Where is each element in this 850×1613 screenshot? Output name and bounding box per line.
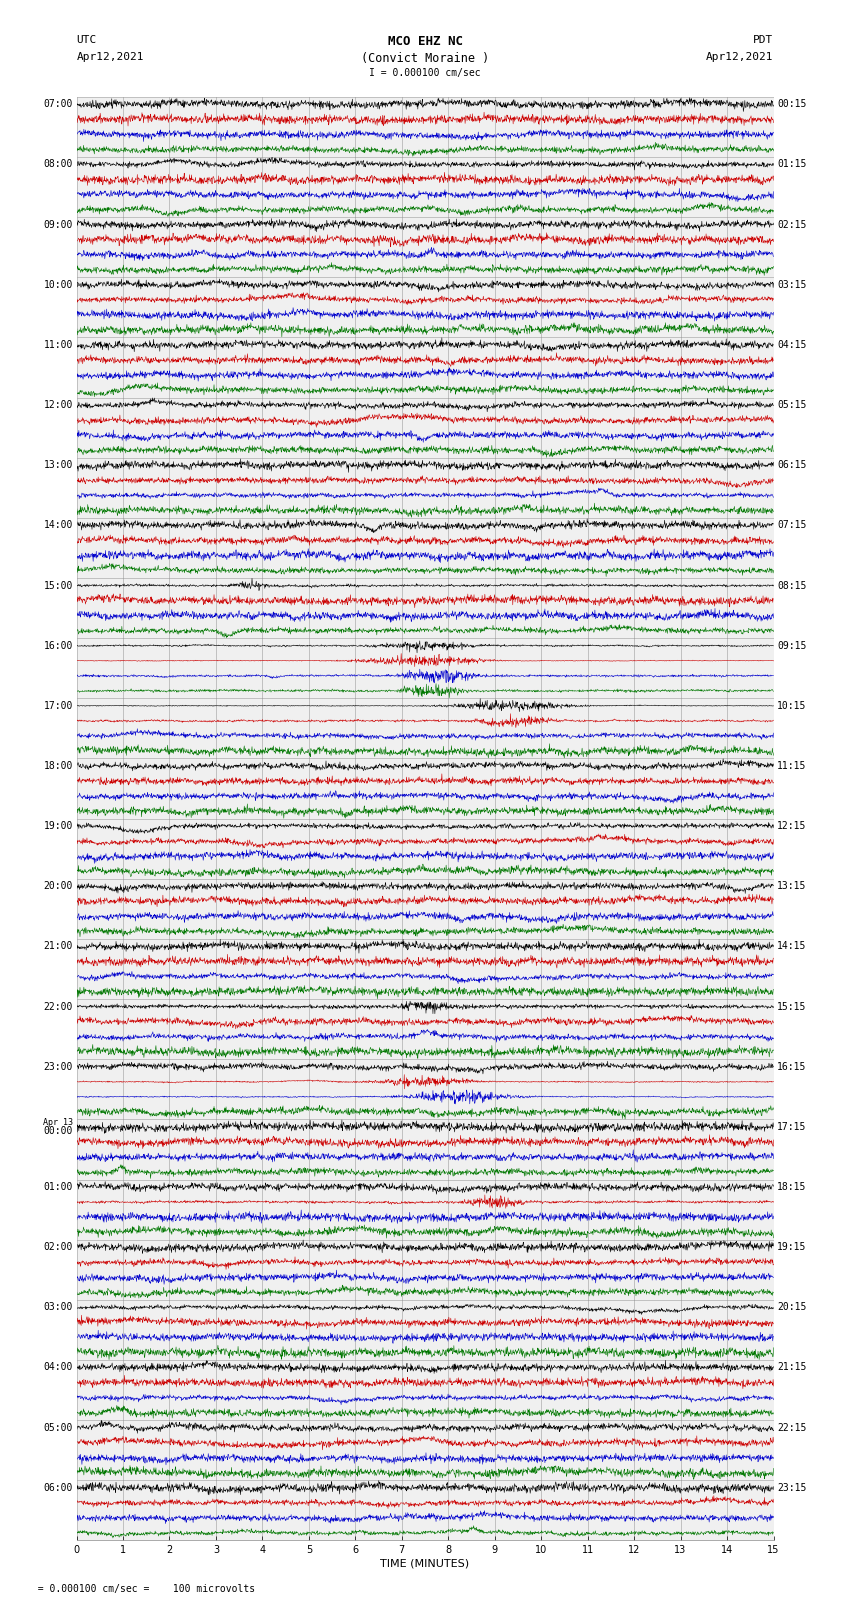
Text: 08:00: 08:00 <box>43 160 73 169</box>
Text: 22:00: 22:00 <box>43 1002 73 1011</box>
Text: UTC: UTC <box>76 35 97 45</box>
Text: 20:00: 20:00 <box>43 881 73 892</box>
Text: 05:15: 05:15 <box>777 400 807 410</box>
Text: MCO EHZ NC: MCO EHZ NC <box>388 35 462 48</box>
Text: (Convict Moraine ): (Convict Moraine ) <box>361 52 489 65</box>
Text: 17:15: 17:15 <box>777 1123 807 1132</box>
Text: 23:15: 23:15 <box>777 1482 807 1492</box>
Text: 02:00: 02:00 <box>43 1242 73 1252</box>
Text: 00:00: 00:00 <box>43 1126 73 1137</box>
Text: 04:15: 04:15 <box>777 340 807 350</box>
Text: Apr 13: Apr 13 <box>43 1118 73 1127</box>
Text: 14:15: 14:15 <box>777 942 807 952</box>
Text: 12:00: 12:00 <box>43 400 73 410</box>
Text: 18:00: 18:00 <box>43 761 73 771</box>
Text: PDT: PDT <box>753 35 774 45</box>
Text: 21:15: 21:15 <box>777 1363 807 1373</box>
Text: = 0.000100 cm/sec =    100 microvolts: = 0.000100 cm/sec = 100 microvolts <box>26 1584 255 1594</box>
Text: 20:15: 20:15 <box>777 1302 807 1313</box>
Text: 13:00: 13:00 <box>43 460 73 471</box>
Text: 01:00: 01:00 <box>43 1182 73 1192</box>
Text: 09:00: 09:00 <box>43 219 73 229</box>
Text: Apr12,2021: Apr12,2021 <box>76 52 144 61</box>
Text: 15:15: 15:15 <box>777 1002 807 1011</box>
Text: 19:15: 19:15 <box>777 1242 807 1252</box>
Text: 10:00: 10:00 <box>43 279 73 290</box>
Text: 14:00: 14:00 <box>43 521 73 531</box>
Text: 10:15: 10:15 <box>777 700 807 711</box>
Text: 16:00: 16:00 <box>43 640 73 650</box>
Text: 09:15: 09:15 <box>777 640 807 650</box>
Text: 15:00: 15:00 <box>43 581 73 590</box>
X-axis label: TIME (MINUTES): TIME (MINUTES) <box>381 1558 469 1568</box>
Text: 07:15: 07:15 <box>777 521 807 531</box>
Text: 11:15: 11:15 <box>777 761 807 771</box>
Text: 12:15: 12:15 <box>777 821 807 831</box>
Text: 16:15: 16:15 <box>777 1061 807 1071</box>
Text: 17:00: 17:00 <box>43 700 73 711</box>
Text: 13:15: 13:15 <box>777 881 807 892</box>
Text: Apr12,2021: Apr12,2021 <box>706 52 774 61</box>
Text: 11:00: 11:00 <box>43 340 73 350</box>
Text: 05:00: 05:00 <box>43 1423 73 1432</box>
Text: 01:15: 01:15 <box>777 160 807 169</box>
Text: 04:00: 04:00 <box>43 1363 73 1373</box>
Text: 03:15: 03:15 <box>777 279 807 290</box>
Text: 08:15: 08:15 <box>777 581 807 590</box>
Text: 18:15: 18:15 <box>777 1182 807 1192</box>
Text: 06:15: 06:15 <box>777 460 807 471</box>
Text: I = 0.000100 cm/sec: I = 0.000100 cm/sec <box>369 68 481 77</box>
Text: 00:15: 00:15 <box>777 100 807 110</box>
Text: 21:00: 21:00 <box>43 942 73 952</box>
Text: 23:00: 23:00 <box>43 1061 73 1071</box>
Text: 07:00: 07:00 <box>43 100 73 110</box>
Text: 03:00: 03:00 <box>43 1302 73 1313</box>
Text: 02:15: 02:15 <box>777 219 807 229</box>
Text: 22:15: 22:15 <box>777 1423 807 1432</box>
Text: 19:00: 19:00 <box>43 821 73 831</box>
Text: 06:00: 06:00 <box>43 1482 73 1492</box>
